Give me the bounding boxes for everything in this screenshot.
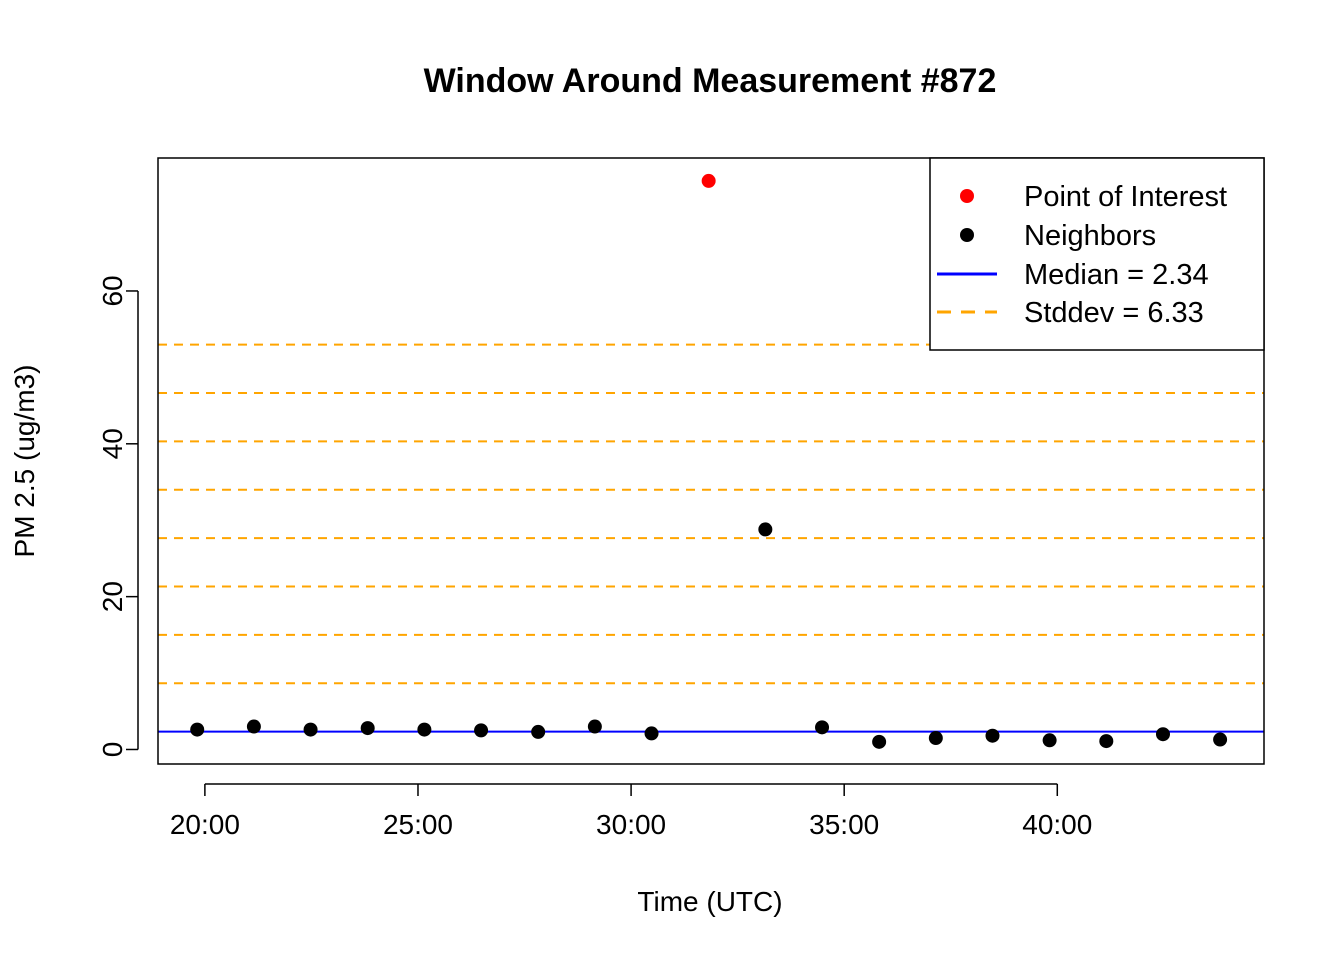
neighbor-point (587, 719, 602, 734)
neighbor-point (985, 728, 1000, 743)
neighbor-point (872, 734, 887, 749)
y-axis: 0 20 40 60 (97, 275, 139, 758)
y-tick-label: 20 (97, 581, 128, 612)
neighbor-point (190, 722, 205, 737)
y-tick-label: 40 (97, 428, 128, 459)
x-tick-label: 30:00 (596, 809, 666, 840)
legend-marker (960, 228, 974, 242)
x-tick-label: 20:00 (170, 809, 240, 840)
chart-title: Window Around Measurement #872 (424, 62, 997, 100)
legend-entry-label: Median = 2.34 (1024, 259, 1209, 291)
legend-entry-label: Point of Interest (1024, 181, 1227, 213)
y-tick-label: 0 (97, 742, 128, 758)
x-tick-label: 25:00 (383, 809, 453, 840)
neighbor-point (815, 720, 830, 735)
neighbor-point (303, 722, 318, 737)
legend-entry-label: Neighbors (1024, 220, 1156, 252)
neighbor-point (1042, 733, 1057, 748)
legend-marker (960, 189, 974, 203)
x-axis: 20:00 25:00 30:00 35:00 40:00 (170, 783, 1092, 840)
neighbor-point (474, 723, 489, 738)
neighbor-point (644, 726, 659, 741)
neighbor-point (531, 724, 546, 739)
y-tick-label: 60 (97, 275, 128, 306)
neighbor-point (246, 719, 261, 734)
neighbor-point (360, 721, 375, 736)
y-axis-label: PM 2.5 (ug/m3) (9, 365, 40, 558)
neighbor-point (1213, 732, 1228, 747)
legend-entry-label: Stddev = 6.33 (1024, 297, 1204, 329)
data-points (190, 173, 1228, 749)
legend: Point of Interest Neighbors Median = 2.34 S… (929, 157, 1265, 351)
neighbor-point (928, 731, 943, 746)
plot-frame (157, 157, 1265, 765)
stddev-lines (158, 343, 1264, 685)
neighbor-point (1099, 734, 1114, 749)
x-axis-label: Time (UTC) (637, 886, 782, 917)
legend-box (929, 157, 1265, 351)
point-of-interest (701, 173, 716, 188)
x-tick-label: 40:00 (1022, 809, 1092, 840)
neighbor-point (417, 722, 432, 737)
neighbor-point (1155, 727, 1170, 742)
neighbor-point (758, 522, 773, 537)
x-tick-label: 35:00 (809, 809, 879, 840)
